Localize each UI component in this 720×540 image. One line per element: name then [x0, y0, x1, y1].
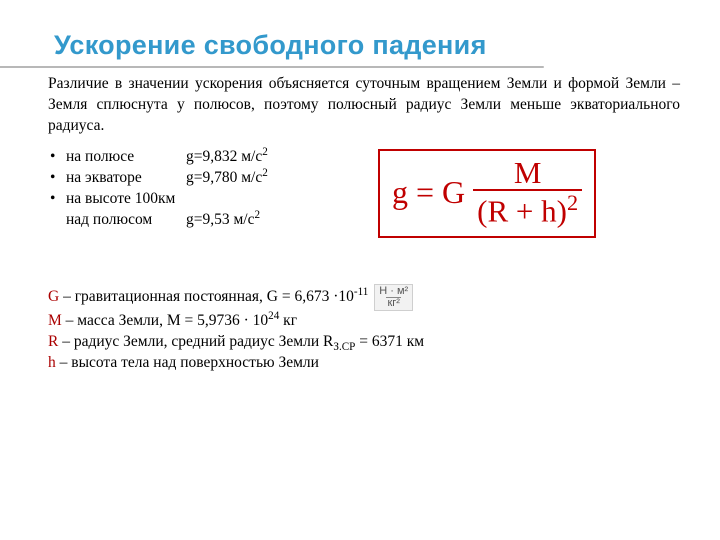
definitions-block: G – гравитационная постоянная, G = 6,673… — [48, 284, 680, 374]
sym-R: R — [48, 333, 58, 350]
def-h: h – высота тела над поверхностью Земли — [48, 353, 680, 374]
unit-fraction-icon: Н · м² кг² — [374, 284, 413, 311]
list-item: • на экваторе g=9,780 м/с2 — [48, 168, 348, 189]
formula-numerator: M — [512, 157, 544, 190]
intro-paragraph: Различие в значении ускорения объясняетс… — [48, 74, 680, 137]
def-M: M – масса Земли, M = 5,9736 · 1024 кг — [48, 311, 680, 332]
list-item: • на высоте 100км — [48, 189, 348, 210]
sym-M: M — [48, 312, 62, 329]
sym-G: G — [48, 288, 59, 305]
formula-eq: = — [416, 174, 434, 211]
def-R: R – радиус Земли, средний радиус Земли R… — [48, 332, 680, 353]
formula-G: G — [442, 174, 465, 211]
content-row: • на полюсе g=9,832 м/с2 • на экваторе g… — [48, 147, 680, 238]
slide-title: Ускорение свободного падения — [54, 30, 680, 61]
g-100km-value: g=9,53 м/с2 — [186, 210, 348, 231]
title-underline — [0, 66, 544, 68]
g-100km-line1: на высоте 100км — [66, 189, 175, 210]
formula-equation: g = G M (R + h)2 — [392, 157, 582, 228]
formula-denominator: (R + h)2 — [473, 189, 582, 228]
g-values-list: • на полюсе g=9,832 м/с2 • на экваторе g… — [48, 147, 348, 231]
formula-fraction: M (R + h)2 — [473, 157, 582, 228]
def-G: G – гравитационная постоянная, G = 6,673… — [48, 284, 680, 311]
g-100km-line2-label: над полюсом — [66, 210, 186, 231]
list-item: • на полюсе g=9,832 м/с2 — [48, 147, 348, 168]
bullet-icon: • — [48, 189, 66, 210]
sym-h: h — [48, 354, 56, 371]
formula-lhs: g — [392, 174, 408, 211]
g-equator-value: g=9,780 м/с2 — [186, 168, 348, 189]
g-equator-label: на экваторе — [66, 168, 186, 189]
g-pole-label: на полюсе — [66, 147, 186, 168]
formula-box: g = G M (R + h)2 — [378, 149, 596, 238]
bullet-icon: • — [48, 147, 66, 168]
g-pole-value: g=9,832 м/с2 — [186, 147, 348, 168]
bullet-icon: • — [48, 168, 66, 189]
list-item: над полюсом g=9,53 м/с2 — [48, 210, 348, 231]
